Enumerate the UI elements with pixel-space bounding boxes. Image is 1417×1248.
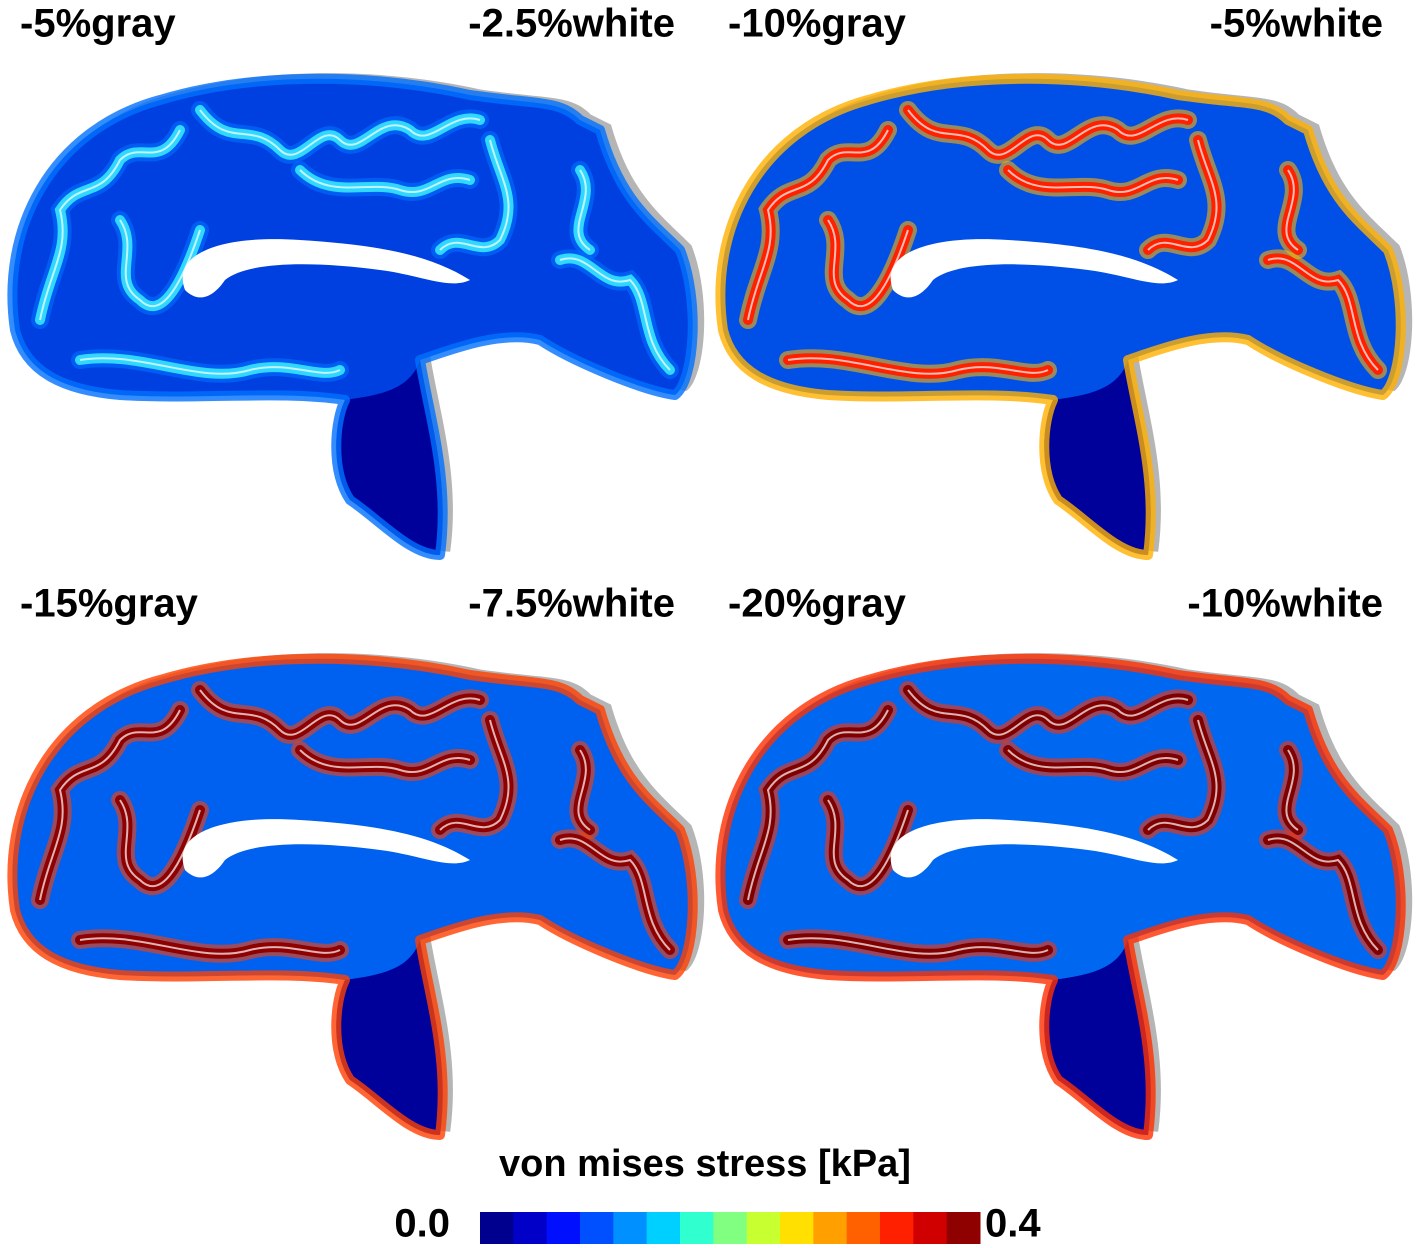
sulcus [439, 139, 510, 251]
white-label: -10%white [1187, 582, 1383, 626]
colorbar-segment [713, 1212, 748, 1244]
sulcus [1267, 257, 1379, 371]
sulcus [1007, 169, 1179, 193]
white-label: -5%white [1210, 2, 1383, 46]
sulcus [787, 357, 1049, 375]
sulcus [559, 837, 671, 951]
cortex-band [7, 653, 698, 1140]
ventricle [182, 819, 471, 878]
sulcus [907, 689, 1189, 736]
brain-panel: -5%gray -2.5%white [7, 2, 705, 560]
colorbar-segment [846, 1212, 881, 1244]
sulcus [577, 169, 591, 251]
sulcus [79, 357, 341, 375]
sulcus [747, 709, 889, 901]
sulcus [439, 719, 510, 831]
gray-label: -10%gray [728, 2, 907, 46]
colorbar-segment [480, 1212, 514, 1244]
sulcus [299, 169, 471, 193]
cortex-band [7, 73, 698, 560]
ventricle [182, 239, 471, 298]
brain-panel: -10%gray -5%white [715, 2, 1413, 560]
sulcus [1285, 749, 1299, 831]
sulcus [747, 129, 889, 321]
sulcus [827, 799, 909, 887]
sulcus [119, 799, 201, 887]
sulcus [1267, 837, 1379, 951]
sulcus [787, 937, 1049, 955]
colorbar-segment [513, 1212, 548, 1244]
ventricle [890, 239, 1178, 298]
sulcus [907, 109, 1189, 156]
brain-body [720, 78, 1401, 555]
sulcus [39, 709, 181, 901]
colorbar-segment [613, 1212, 648, 1244]
sulcus [1285, 169, 1299, 251]
cortex-band [715, 653, 1406, 1140]
brain-body [12, 78, 693, 555]
colorbar-max: 0.4 [985, 1202, 1041, 1246]
colorbar-segment [946, 1212, 981, 1244]
sulcus [1007, 749, 1179, 773]
sulcus [559, 257, 671, 371]
sulcus [299, 749, 471, 773]
ventricle [890, 819, 1178, 878]
brain-panel: -15%gray -7.5%white [7, 582, 705, 1140]
colorbar-segment [580, 1212, 614, 1244]
colorbar-segment [880, 1212, 914, 1244]
sulcus [577, 749, 591, 831]
colorbar-segment [780, 1212, 814, 1244]
sulcus [39, 129, 181, 321]
brain-body [12, 658, 693, 1135]
white-label: -2.5%white [468, 2, 675, 46]
gray-label: -20%gray [728, 582, 907, 626]
sulcus [119, 219, 201, 307]
colorbar-segment [746, 1212, 781, 1244]
colorbar-segment [813, 1212, 848, 1244]
sulcus [199, 689, 481, 736]
colorbar-segment [680, 1212, 714, 1244]
sulcus [827, 219, 909, 307]
brain-body [720, 658, 1401, 1135]
cortex-band [715, 73, 1406, 560]
colorbar-min: 0.0 [394, 1202, 450, 1246]
colorbar-title: von mises stress [kPa] [499, 1143, 911, 1185]
colorbar-segment [646, 1212, 681, 1244]
sulcus [1147, 139, 1218, 251]
colorbar-segment [913, 1212, 948, 1244]
gray-label: -5%gray [20, 2, 176, 46]
brain-panel: -20%gray -10%white [715, 582, 1413, 1140]
white-label: -7.5%white [468, 582, 675, 626]
sulcus [199, 109, 481, 156]
colorbar-segment [546, 1212, 581, 1244]
sulcus [1147, 719, 1218, 831]
gray-label: -15%gray [20, 582, 199, 626]
sulcus [79, 937, 341, 955]
